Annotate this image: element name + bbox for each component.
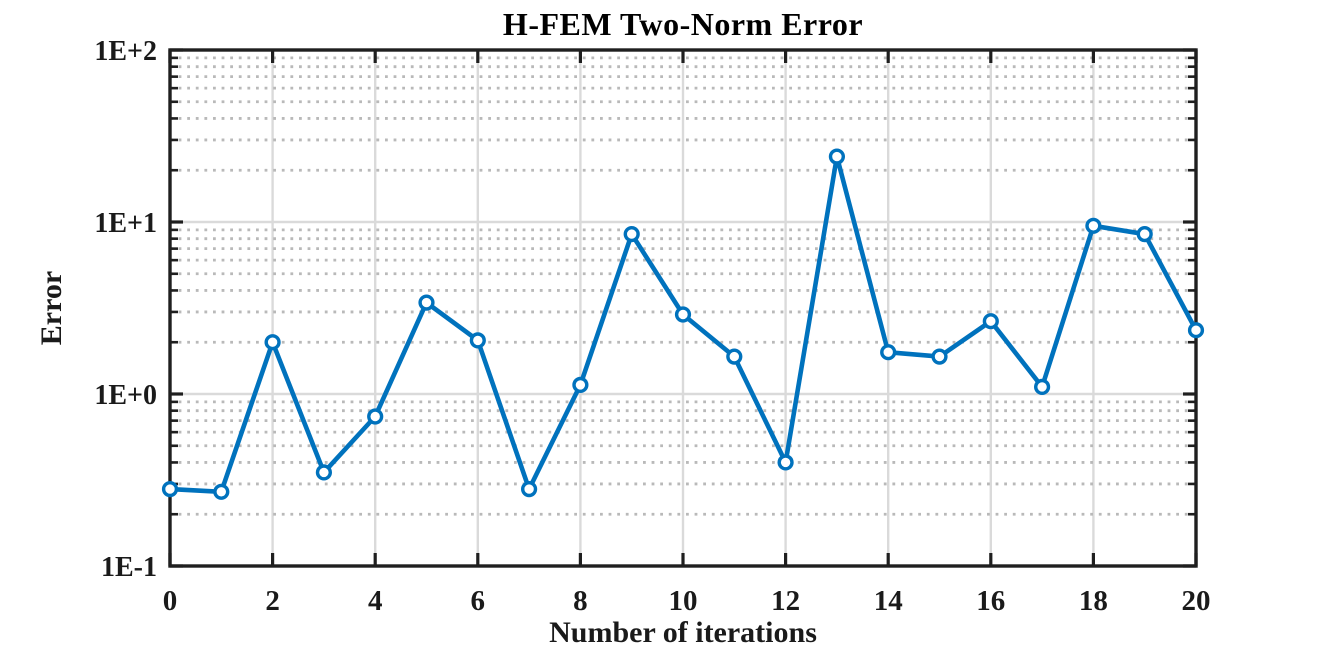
data-point-marker <box>880 344 897 361</box>
data-point-marker <box>572 376 589 394</box>
data-point-marker <box>1085 217 1102 234</box>
data-point-marker <box>418 294 435 311</box>
data-point-marker <box>1033 378 1051 396</box>
x-axis-label: Number of iterations <box>549 616 817 649</box>
data-point-marker <box>931 348 948 365</box>
x-tick-label: 16 <box>976 585 1005 617</box>
x-tick-label: 4 <box>368 585 383 617</box>
data-point-marker <box>520 481 538 498</box>
data-point-marker <box>1136 226 1153 243</box>
data-point-marker <box>469 332 486 349</box>
data-point-marker <box>674 306 692 323</box>
x-tick-label: 18 <box>1079 585 1108 617</box>
y-tick-label: 1E+0 <box>94 380 157 411</box>
data-point-marker <box>1187 322 1205 339</box>
x-tick-label: 12 <box>771 585 800 617</box>
x-tick-label: 8 <box>573 585 588 617</box>
y-tick-label: 1E-1 <box>101 552 157 583</box>
data-point-marker <box>161 481 179 498</box>
x-tick-label: 20 <box>1182 585 1211 617</box>
data-point-marker <box>623 226 640 243</box>
data-point-marker <box>367 408 384 425</box>
y-axis-label: Error <box>35 270 68 346</box>
data-point-marker <box>264 334 281 351</box>
y-tick-label: 1E+2 <box>94 36 157 67</box>
data-point-marker <box>777 454 794 471</box>
chart-title: H-FEM Two-Norm Error <box>502 6 864 42</box>
x-tick-label: 2 <box>265 585 280 617</box>
x-tick-label: 6 <box>471 585 486 617</box>
data-point-marker <box>213 483 230 500</box>
data-point-marker <box>828 148 846 165</box>
y-tick-label: 1E+1 <box>94 208 157 239</box>
x-tick-label: 0 <box>163 585 178 617</box>
data-point-marker <box>315 464 333 481</box>
data-point-marker <box>982 313 999 330</box>
x-tick-label: 14 <box>874 585 903 617</box>
x-tick-label: 10 <box>669 585 698 617</box>
data-point-marker <box>726 348 743 365</box>
